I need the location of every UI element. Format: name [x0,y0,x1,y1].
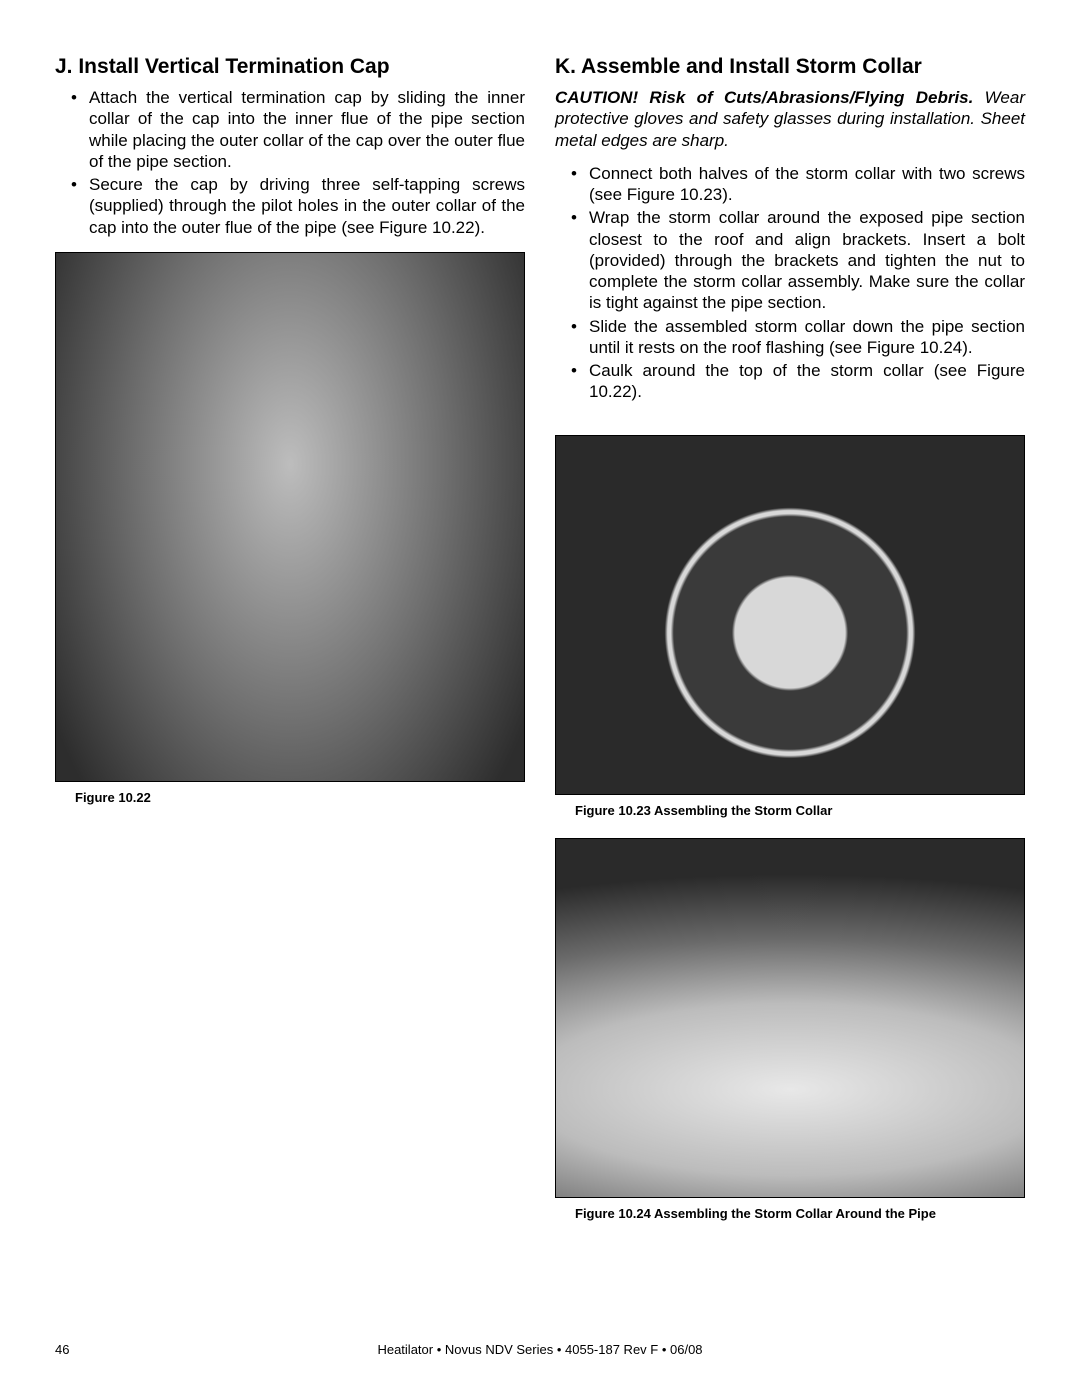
page-number: 46 [55,1342,69,1357]
figure-10-22-caption: Figure 10.22 [75,790,525,805]
section-k-bullet-1: Connect both halves of the storm collar … [589,163,1025,206]
section-j-list: Attach the vertical termination cap by s… [55,87,525,238]
two-column-layout: J. Install Vertical Termination Cap Atta… [55,55,1025,1241]
page: J. Install Vertical Termination Cap Atta… [0,0,1080,1397]
section-k-bullet-4: Caulk around the top of the storm collar… [589,360,1025,403]
section-j-bullet-2: Secure the cap by driving three self-tap… [89,174,525,238]
section-k-list: Connect both halves of the storm collar … [555,163,1025,403]
section-j-heading: J. Install Vertical Termination Cap [55,55,525,79]
figure-10-24-image [555,838,1025,1198]
page-footer: 46 Heatilator • Novus NDV Series • 4055-… [55,1342,1025,1357]
caution-paragraph: CAUTION! Risk of Cuts/Abrasions/Flying D… [555,87,1025,151]
figure-10-23-image [555,435,1025,795]
right-column: K. Assemble and Install Storm Collar CAU… [555,55,1025,1241]
figure-10-23-caption: Figure 10.23 Assembling the Storm Collar [575,803,1025,818]
section-k-heading: K. Assemble and Install Storm Collar [555,55,1025,79]
left-column: J. Install Vertical Termination Cap Atta… [55,55,525,1241]
figure-10-22-image [55,252,525,782]
section-k-bullet-2: Wrap the storm collar around the exposed… [589,207,1025,313]
spacer [555,417,1025,435]
caution-label: CAUTION! Risk of Cuts/Abrasions/Flying D… [555,88,973,107]
footer-center-text: Heatilator • Novus NDV Series • 4055-187… [55,1342,1025,1357]
section-k-bullet-3: Slide the assembled storm collar down th… [589,316,1025,359]
figure-10-24-caption: Figure 10.24 Assembling the Storm Collar… [575,1206,1025,1221]
section-j-bullet-1: Attach the vertical termination cap by s… [89,87,525,172]
